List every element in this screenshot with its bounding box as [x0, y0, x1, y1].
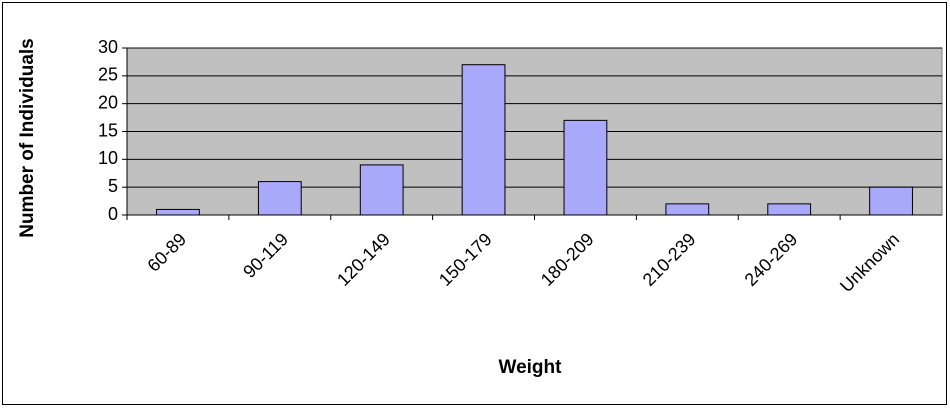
y-tick-label: 25 [98, 65, 118, 85]
y-tick-label: 5 [108, 176, 118, 196]
y-tick-label: 20 [98, 92, 118, 112]
bar [869, 186, 913, 216]
bar [257, 181, 302, 216]
bar [156, 208, 200, 216]
bar [767, 203, 812, 216]
y-tick-label: 0 [108, 204, 118, 224]
bar [461, 64, 506, 216]
y-tick-label: 10 [98, 148, 118, 168]
y-axis-title: Number of Individuals [17, 38, 38, 238]
y-tick-label: 15 [98, 120, 118, 140]
bar [563, 119, 608, 216]
bar [359, 164, 404, 216]
x-axis-title: Weight [499, 357, 563, 378]
bar [665, 203, 710, 216]
y-tick-label: 30 [98, 37, 118, 57]
